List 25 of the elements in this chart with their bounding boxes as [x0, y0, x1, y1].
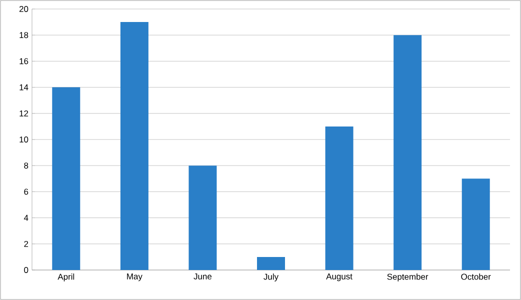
bar — [120, 22, 148, 270]
x-tick-label: April — [58, 274, 74, 282]
y-tick-label: 18 — [20, 32, 28, 38]
x-tick-label: September — [387, 274, 428, 282]
y-tick-label: 10 — [20, 136, 28, 142]
bar — [188, 166, 217, 270]
x-tick-label: May — [127, 274, 142, 282]
x-tick-label: October — [461, 274, 491, 280]
y-tick-label: 12 — [20, 110, 28, 116]
bar — [462, 178, 490, 270]
bar — [257, 256, 285, 270]
y-tick-label: 20 — [19, 6, 28, 12]
y-tick-label: 2 — [24, 240, 28, 247]
y-tick-label: 14 — [20, 84, 28, 90]
x-tick-label: July — [264, 274, 279, 282]
x-tick-label: August — [326, 274, 352, 282]
bar — [52, 87, 80, 270]
y-tick-label: 0 — [24, 267, 28, 273]
x-tick-label: June — [194, 274, 212, 280]
y-tick-label: 16 — [20, 58, 28, 64]
bar — [394, 35, 422, 270]
y-tick-label: 4 — [24, 214, 28, 221]
y-tick-label: 6 — [24, 188, 28, 195]
bar — [325, 126, 354, 270]
y-tick-label: 8 — [24, 162, 28, 169]
